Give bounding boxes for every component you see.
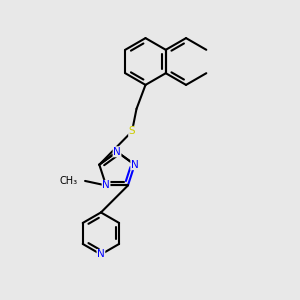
Text: N: N — [131, 160, 139, 170]
Text: S: S — [129, 126, 135, 136]
Text: N: N — [97, 249, 105, 260]
Text: N: N — [102, 180, 110, 190]
Text: N: N — [113, 147, 121, 157]
Text: CH₃: CH₃ — [59, 176, 78, 186]
